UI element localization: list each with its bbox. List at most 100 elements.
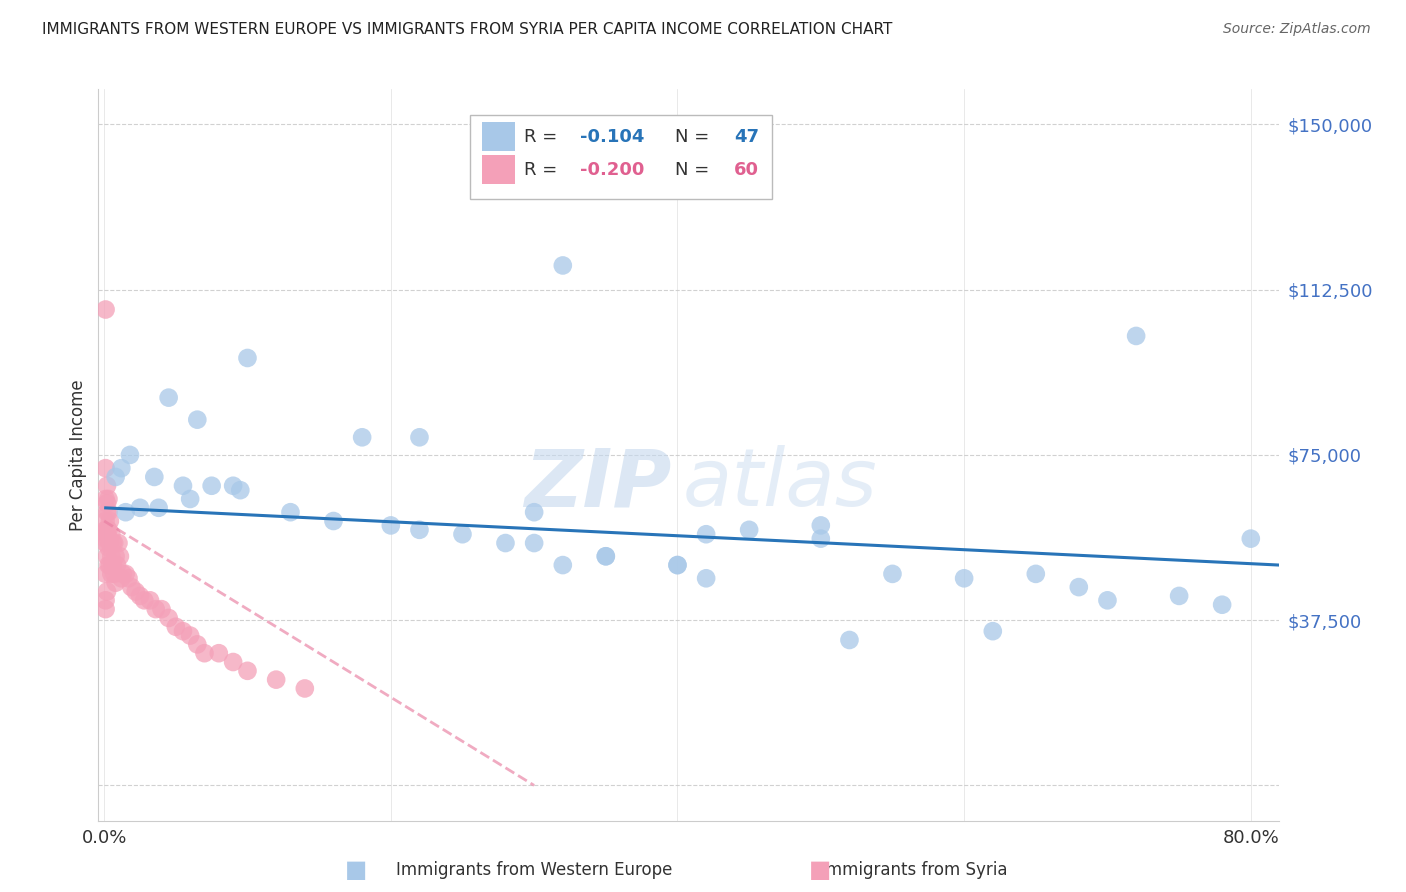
Point [264, 673, 287, 687]
Point [97, 491, 120, 506]
Point [1125, 329, 1147, 343]
Text: Immigrants from Syria: Immigrants from Syria [821, 861, 1007, 879]
Point [120, 580, 142, 594]
Point [94, 514, 117, 528]
Point [114, 505, 136, 519]
Point [551, 558, 574, 572]
Point [94, 536, 117, 550]
Point [134, 593, 156, 607]
Point [94, 566, 117, 581]
Text: -0.104: -0.104 [581, 128, 645, 145]
Point [104, 549, 127, 564]
Text: 47: 47 [734, 128, 759, 145]
Text: ZIP: ZIP [524, 445, 671, 524]
Point [882, 566, 904, 581]
Text: Source: ZipAtlas.com: Source: ZipAtlas.com [1223, 22, 1371, 37]
Point [110, 571, 132, 585]
Point [666, 558, 689, 572]
Point [96, 505, 118, 519]
Point [1240, 532, 1263, 546]
Point [495, 536, 517, 550]
Point [810, 532, 832, 546]
Text: Immigrants from Western Europe: Immigrants from Western Europe [396, 861, 672, 879]
Text: 60: 60 [734, 161, 759, 178]
Point [101, 558, 124, 572]
Point [145, 602, 167, 616]
Point [97, 541, 120, 555]
Point [96, 479, 118, 493]
Text: N =: N = [675, 128, 714, 145]
Point [208, 646, 231, 660]
Text: R =: R = [523, 128, 562, 145]
Point [695, 527, 717, 541]
Point [97, 558, 120, 572]
Point [157, 391, 180, 405]
Point [172, 479, 194, 493]
Point [157, 611, 180, 625]
FancyBboxPatch shape [471, 115, 772, 199]
Point [172, 624, 194, 639]
Point [98, 558, 121, 572]
Point [148, 500, 170, 515]
Point [738, 523, 761, 537]
Bar [482, 122, 516, 152]
Point [129, 500, 152, 515]
Point [105, 558, 128, 572]
Point [129, 589, 152, 603]
Point [114, 566, 136, 581]
Point [165, 620, 187, 634]
Point [229, 483, 252, 498]
Point [380, 518, 402, 533]
Point [695, 571, 717, 585]
Point [98, 514, 121, 528]
Y-axis label: Per Capita Income: Per Capita Income [69, 379, 87, 531]
Point [118, 448, 141, 462]
Point [981, 624, 1004, 639]
Point [98, 536, 121, 550]
Point [150, 602, 173, 616]
Point [96, 527, 118, 541]
Point [322, 514, 344, 528]
Point [94, 523, 117, 537]
Point [94, 491, 117, 506]
Point [523, 536, 546, 550]
Point [201, 479, 224, 493]
Point [222, 655, 245, 669]
Point [103, 536, 125, 550]
Point [595, 549, 617, 564]
Point [110, 461, 132, 475]
Point [111, 566, 134, 581]
Point [280, 505, 302, 519]
Point [186, 637, 208, 651]
Point [94, 593, 117, 607]
Point [810, 518, 832, 533]
Point [94, 532, 117, 546]
Point [97, 523, 120, 537]
Point [953, 571, 976, 585]
Point [143, 470, 166, 484]
Point [1067, 580, 1090, 594]
Point [94, 602, 117, 616]
Bar [482, 155, 516, 185]
Point [179, 491, 201, 506]
Point [523, 505, 546, 519]
Point [352, 430, 374, 444]
Point [179, 629, 201, 643]
Text: R =: R = [523, 161, 562, 178]
Point [96, 584, 118, 599]
Point [125, 584, 148, 599]
Point [222, 479, 245, 493]
Point [107, 536, 129, 550]
Point [838, 632, 860, 647]
Point [1211, 598, 1233, 612]
Point [97, 505, 120, 519]
Point [186, 412, 208, 426]
Point [104, 575, 127, 590]
Text: IMMIGRANTS FROM WESTERN EUROPE VS IMMIGRANTS FROM SYRIA PER CAPITA INCOME CORREL: IMMIGRANTS FROM WESTERN EUROPE VS IMMIGR… [42, 22, 893, 37]
Point [94, 461, 117, 475]
Point [408, 430, 430, 444]
Point [100, 566, 122, 581]
Point [117, 571, 139, 585]
Point [1097, 593, 1119, 607]
Point [294, 681, 316, 696]
